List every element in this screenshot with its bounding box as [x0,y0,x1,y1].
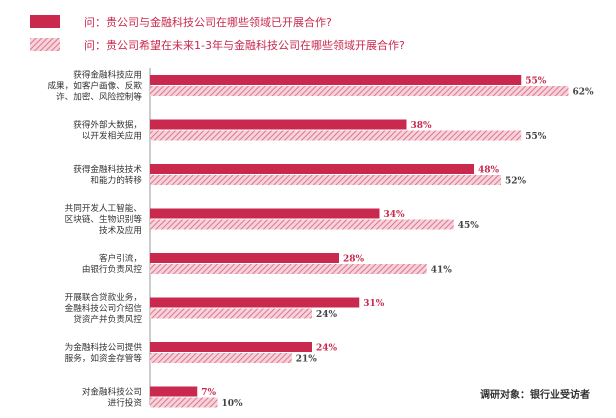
category-label: 获得金融科技应用 [73,69,142,81]
bar-planned-cooperation [150,175,501,185]
value-label: 41% [431,266,453,276]
value-label: 52% [505,177,527,187]
bar-planned-cooperation [150,219,454,230]
value-label: 55% [525,77,547,87]
bar-existing-cooperation [150,386,198,397]
legend-label-series-a: 问：贵公司与金融科技公司在哪些领域已开展合作? [84,15,332,29]
category-label: 由银行负责风控 [82,263,143,275]
category-label: 技术及应用 [99,224,142,236]
category-label: 诈、加密、风险控制等 [56,91,142,103]
legend-swatch-series-b [30,38,60,51]
value-label: 31% [363,299,385,309]
value-label: 38% [411,121,433,131]
category-label: 区块链、生物识别等 [65,213,143,225]
bar-existing-cooperation [150,208,380,219]
value-label: 7% [201,388,216,398]
category-label: 获得金融科技技术 [73,163,142,175]
category-label: 成果，如客户画像、反欺 [47,80,142,92]
bars [150,75,569,408]
legend-swatch-series-a [30,15,60,28]
bar-planned-cooperation [150,353,292,363]
category-label: 获得外部大数据， [73,119,142,131]
bar-existing-cooperation [150,164,474,174]
category-label: 共同开发人工智能、 [65,202,142,214]
bar-planned-cooperation [150,130,522,141]
category-label: 金融科技公司介绍信 [65,302,143,314]
value-label: 24% [316,344,338,354]
value-label: 55% [525,132,547,142]
value-label: 21% [296,355,318,365]
bar-existing-cooperation [150,253,339,263]
respondent-note: 调研对象：银行业受访者 [480,388,590,401]
bar-existing-cooperation [150,119,407,130]
bar-planned-cooperation [150,264,427,274]
value-label: 24% [316,310,338,320]
value-label: 34% [384,210,406,220]
value-label: 62% [573,88,595,98]
category-label: 进行投资 [108,397,143,409]
category-labels: 获得金融科技应用成果，如客户画像、反欺诈、加密、风险控制等获得外部大数据，以开发… [47,69,142,409]
category-label: 贷资产并负责风控 [73,313,142,325]
value-label: 45% [458,221,480,231]
legend: 问：贵公司与金融科技公司在哪些领域已开展合作? 问：贵公司希望在未来1-3年与金… [30,15,405,52]
bar-existing-cooperation [150,75,522,85]
bar-existing-cooperation [150,297,360,308]
category-label: 为金融科技公司提供 [65,341,143,353]
bar-planned-cooperation [150,397,218,408]
value-label: 48% [478,166,500,176]
category-label: 服务，如资金存管等 [65,352,143,364]
bar-planned-cooperation [150,86,569,96]
bar-existing-cooperation [150,342,312,352]
category-label: 对金融科技公司 [82,386,142,398]
value-label: 10% [222,399,244,409]
legend-label-series-b: 问：贵公司希望在未来1-3年与金融科技公司在哪些领域开展合作? [84,38,405,52]
category-label: 和能力的转移 [90,174,142,186]
value-labels: 55%62%38%55%48%52%34%45%28%41%31%24%24%2… [201,77,594,410]
category-label: 客户引流， [99,252,142,264]
value-label: 28% [343,255,365,265]
bar-planned-cooperation [150,308,312,319]
category-label: 以开发相关应用 [82,130,142,142]
category-label: 开展联合贷款业务， [65,291,142,303]
